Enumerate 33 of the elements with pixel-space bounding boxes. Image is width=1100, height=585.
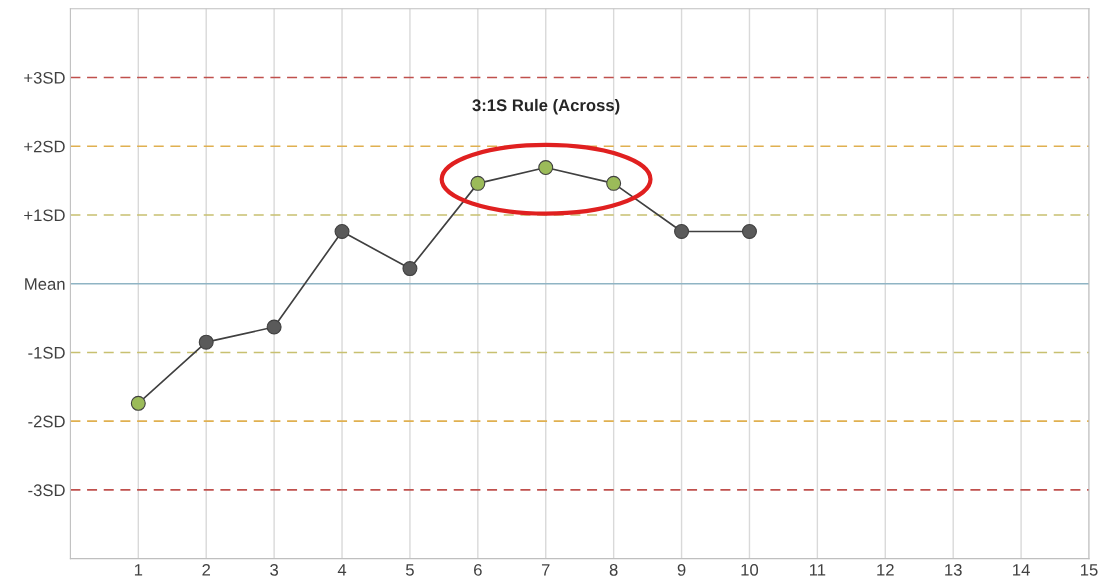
y-tick-label: Mean	[25, 278, 65, 290]
y-tick-label: +3SD	[24, 71, 65, 84]
point	[130, 395, 146, 411]
x-tick-label: 9	[677, 563, 686, 576]
x-tick-label: 14	[1013, 564, 1030, 576]
point	[334, 223, 350, 239]
x-tick-label: 11	[809, 564, 826, 576]
point	[198, 334, 214, 350]
x-tick-label: 3	[270, 563, 279, 576]
point	[470, 175, 486, 191]
x-tick-label: 4	[337, 564, 347, 576]
x-tick-label: 1	[134, 564, 143, 576]
x-tick-label: 2	[202, 563, 211, 576]
x-tick-label: 5	[405, 564, 414, 576]
y-tick-label: +2SD	[24, 140, 65, 153]
x-tick-label: 8	[609, 563, 618, 576]
x-tick-label: 7	[541, 564, 550, 576]
y-tick-label: -3SD	[28, 484, 65, 497]
annotation: 3:1S Rule (Across)	[472, 98, 620, 115]
point	[741, 223, 757, 239]
y-tick-label: -1SD	[28, 346, 65, 359]
y-tick-label: +1SD	[24, 209, 65, 222]
x-tick-label: 12	[877, 563, 894, 576]
y-tick-label: -2SD	[28, 415, 65, 428]
point	[606, 175, 622, 191]
point	[402, 261, 418, 277]
x-tick-label: 13	[945, 563, 962, 576]
point	[538, 160, 554, 176]
point	[266, 319, 282, 335]
x-tick-label: 15	[1081, 564, 1098, 576]
point	[674, 223, 690, 239]
x-tick-label: 10	[741, 563, 759, 576]
x-tick-label: 6	[474, 563, 482, 576]
